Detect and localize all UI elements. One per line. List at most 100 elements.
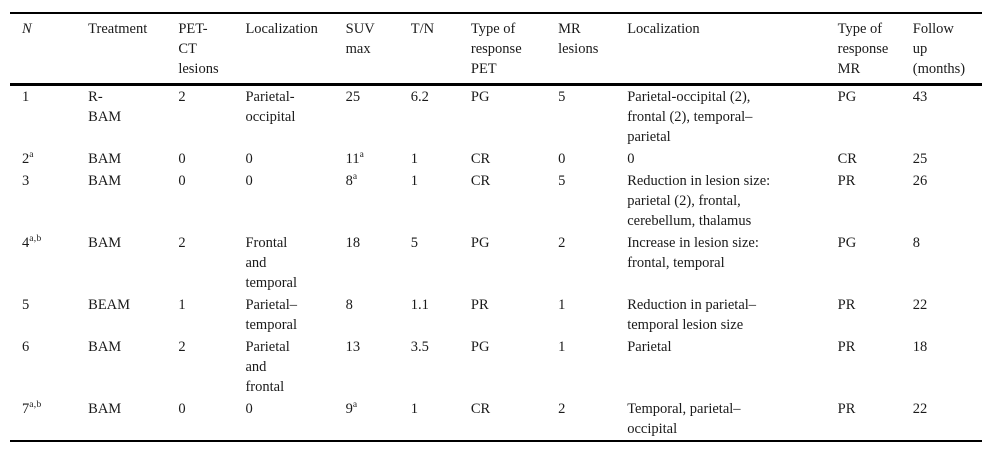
table-row: 5 BEAM 1 Parietal– temporal 8 1.1 PR 1 Reduction… [10, 294, 982, 336]
cell-text: 2 [178, 89, 186, 105]
cell-text: 2 [178, 235, 186, 251]
cell-text: 0 [178, 173, 186, 189]
column-header: Localization [627, 12, 838, 86]
cell-text: 1.1 [410, 297, 429, 313]
cell-text: BEAM [88, 297, 131, 313]
table-row: 1 R- BAM 2 Parietal- occipital 25 6.2 PG 5 Parie… [10, 85, 982, 149]
cell-text: 13 [345, 339, 361, 355]
cell-text: Reduction in parietal– temporal lesion s… [627, 297, 757, 333]
cell-text: 26 [912, 173, 928, 189]
cell-text: 43 [912, 89, 928, 105]
table-cell: Frontal and temporal [245, 232, 345, 294]
table-cell: Temporal, parietal– occipital [627, 398, 838, 442]
table-cell: Parietal-occipital (2), frontal (2), tem… [627, 85, 837, 149]
cell-text: 0 [178, 151, 186, 167]
table-cell: BEAM [88, 294, 178, 336]
cell-text: Parietal- occipital [245, 89, 296, 125]
cell-text: PG [470, 339, 490, 355]
table-cell: 8a [346, 170, 411, 232]
column-header: N [10, 12, 89, 86]
footnote-marker: a,b [29, 234, 42, 245]
cell-text: PR [470, 297, 489, 313]
table-cell: 6.2 [411, 85, 471, 149]
cell-text: 9 [345, 401, 353, 417]
table-cell: 2 [558, 398, 628, 442]
footnote-marker: a [29, 150, 34, 161]
cell-text: PG [837, 235, 857, 251]
table-cell: 1 [410, 398, 471, 442]
table-cell: 9a [345, 398, 411, 442]
table-cell: 25 [346, 85, 411, 149]
table-cell: 1 [558, 336, 627, 398]
table-cell: Parietal and frontal [245, 336, 345, 398]
table-cell: 0 [627, 148, 837, 170]
cell-text: 8 [345, 297, 353, 313]
table-cell: 26 [913, 170, 982, 232]
table-cell: 2 [178, 85, 245, 149]
table-cell: 6 [10, 336, 88, 398]
column-header: SUV max [345, 12, 411, 86]
table-cell: BAM [88, 232, 178, 294]
column-header: Type of response MR [837, 12, 913, 86]
table-cell: CR [470, 398, 559, 442]
table-cell: PR [838, 336, 913, 398]
cell-text: Parietal [627, 339, 672, 355]
cell-text: 5 [558, 89, 566, 105]
footnote-marker: a,b [29, 400, 42, 411]
table-cell: BAM [88, 398, 179, 442]
table-cell: 11a [346, 148, 411, 170]
cell-text: 2 [178, 339, 186, 355]
cell-text: Parietal-occipital (2), frontal (2), tem… [627, 89, 753, 145]
table-cell: 18 [913, 336, 982, 398]
table-row: 3 BAM 0 0 8a 1 CR 5 Reduction in lesion size: pa… [10, 170, 982, 232]
table-cell: CR [471, 170, 558, 232]
table-cell: PR [838, 170, 913, 232]
table-cell: Reduction in lesion size: parietal (2), … [627, 170, 837, 232]
table-cell: 5 [558, 170, 627, 232]
column-header: Localization [245, 12, 346, 86]
cell-text: CR [470, 401, 491, 417]
table-cell: 8 [346, 294, 411, 336]
table-cell: 43 [913, 85, 982, 149]
cell-text: 0 [178, 401, 186, 417]
cell-text: 1 [558, 297, 566, 313]
cell-text: 25 [345, 89, 361, 105]
cell-text: 2 [558, 235, 566, 251]
cell-text: PR [837, 339, 856, 355]
table-row: 4a,b BAM 2 Frontal and temporal 18 5 PG 2 Increa… [10, 232, 982, 294]
table-cell: BAM [88, 148, 178, 170]
cell-text: BAM [88, 151, 122, 167]
cell-text: PG [470, 235, 490, 251]
table-cell: PR [838, 294, 913, 336]
table-cell: Parietal [627, 336, 837, 398]
column-header: Type of response PET [470, 12, 559, 86]
table-row: 7a,b BAM 0 0 9a 1 CR 2 Temporal, parietal– occip… [10, 398, 982, 442]
cell-text: 0 [627, 151, 635, 167]
cell-text: 4 [22, 235, 30, 251]
column-header: PET- CT lesions [178, 12, 246, 86]
table-cell: 0 [178, 148, 245, 170]
cell-text: BAM [88, 173, 122, 189]
table-cell: 1 [411, 170, 471, 232]
table-cell: 8 [913, 232, 982, 294]
table-cell: 0 [178, 170, 245, 232]
cell-text: 8 [345, 173, 353, 189]
column-header: MR lesions [558, 12, 628, 86]
cell-text: 1 [410, 173, 419, 189]
table-cell: 22 [913, 294, 982, 336]
cell-text: BAM [88, 401, 122, 417]
cell-text: 0 [245, 401, 253, 417]
cell-text: PG [470, 89, 490, 105]
cell-text: 25 [912, 151, 928, 167]
cell-text: 5 [410, 235, 419, 251]
table-cell: 2 [178, 232, 245, 294]
cell-text: Frontal and temporal [245, 235, 297, 291]
column-header: Treatment [88, 12, 179, 86]
cell-text: BAM [88, 339, 122, 355]
table-body: 1 R- BAM 2 Parietal- occipital 25 6.2 PG 5 Parie… [10, 85, 982, 442]
table-cell: 1 [10, 85, 88, 149]
cell-text: 1 [410, 151, 419, 167]
cell-text: 0 [558, 151, 566, 167]
cell-text: 22 [912, 401, 928, 417]
